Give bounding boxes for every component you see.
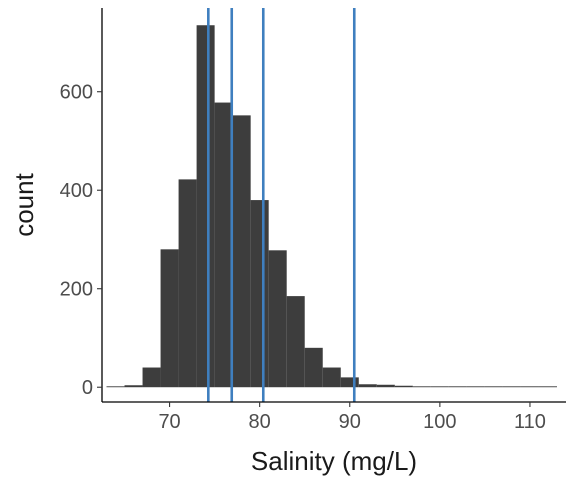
histogram-bar-22 [502, 386, 521, 388]
histogram-bar-4 [178, 179, 197, 388]
histogram-bar-24 [538, 386, 557, 388]
y-tick-label-3: 600 [60, 82, 93, 104]
histogram-bars [106, 25, 557, 388]
histogram-bar-10 [286, 296, 305, 388]
y-tick-label-0: 0 [82, 377, 93, 399]
y-tick-label-1: 200 [60, 279, 93, 301]
histogram-bar-2 [142, 367, 161, 388]
x-tick-label-1: 80 [249, 411, 271, 433]
histogram-bar-14 [358, 384, 377, 388]
histogram-bar-21 [484, 386, 503, 388]
histogram-bar-19 [448, 386, 467, 388]
histogram-bar-1 [124, 385, 143, 388]
x-tick-label-0: 70 [158, 411, 180, 433]
x-tick-label-2: 90 [339, 411, 361, 433]
histogram-bar-7 [232, 115, 251, 388]
histogram-bar-16 [394, 385, 413, 388]
x-axis-ticks: 70 80 90 100 110 [158, 402, 546, 433]
histogram-bar-3 [160, 249, 179, 388]
histogram-bar-8 [250, 200, 269, 388]
histogram-bar-20 [466, 386, 485, 388]
histogram-bar-0 [106, 386, 125, 388]
histogram-bar-6 [214, 102, 233, 388]
histogram-bar-17 [412, 386, 431, 388]
histogram-bar-12 [322, 367, 341, 388]
x-axis-title: Salinity (mg/L) [251, 446, 417, 476]
histogram-bar-15 [376, 384, 395, 388]
x-tick-label-4: 110 [514, 411, 546, 433]
y-tick-label-2: 400 [60, 180, 93, 202]
histogram-bar-13 [340, 377, 359, 388]
histogram-bar-11 [304, 347, 323, 388]
histogram-bar-9 [268, 250, 287, 388]
x-tick-label-3: 100 [423, 411, 456, 433]
histogram-bar-18 [430, 386, 449, 388]
y-axis-ticks: 0 200 400 600 [60, 82, 102, 399]
histogram-bar-5 [196, 25, 215, 388]
histogram-bar-23 [520, 386, 539, 388]
reference-lines [207, 8, 356, 402]
y-axis-title: count [9, 172, 39, 236]
